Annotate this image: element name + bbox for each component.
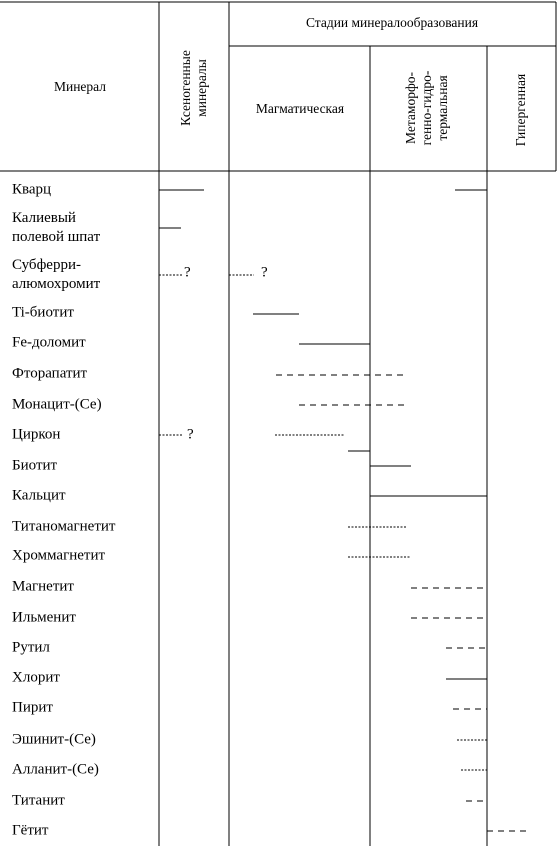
header-hypergenic: Гипергенная (513, 74, 528, 146)
header-metamorphic: генно-гидро- (419, 70, 434, 145)
mineral-name: Кварц (12, 181, 51, 197)
uncertain-mark: ? (261, 264, 268, 280)
mineral-name: Субферри- (12, 257, 81, 273)
header-xenogenic: минералы (194, 59, 209, 117)
header-stages: Стадии минералообразования (306, 15, 478, 30)
mineral-name: Магнетит (12, 578, 74, 594)
mineral-name: Ильменит (12, 609, 76, 625)
mineral-name: Эшинит-(Се) (12, 731, 96, 747)
mineral-name: Биотит (12, 457, 58, 473)
uncertain-mark: ? (184, 264, 191, 280)
header-mineral: Минерал (54, 79, 106, 94)
mineral-name: Гётит (12, 822, 49, 838)
mineral-name: Калиевый (12, 210, 76, 226)
header-metamorphic: термальная (435, 75, 450, 140)
mineral-name: Кальцит (12, 487, 66, 503)
mineral-name: алюмохромит (12, 276, 101, 292)
mineral-name: Хроммагнетит (12, 547, 106, 563)
mineral-name: Fe-доломит (12, 334, 86, 350)
mineral-name: Алланит-(Се) (12, 761, 99, 777)
mineral-name: Рутил (12, 639, 50, 655)
mineral-name: Циркон (12, 426, 60, 442)
mineral-name: Титанит (12, 792, 65, 808)
mineral-name: Ti-биотит (12, 304, 74, 320)
header-xenogenic: Ксеногенные (178, 50, 193, 126)
mineral-name: Титаномагнетит (12, 518, 116, 534)
header-magmatic: Магматическая (256, 101, 344, 116)
mineral-name: Пирит (12, 699, 53, 715)
mineral-name: Хлорит (12, 669, 60, 685)
header-metamorphic: Метаморфо- (403, 72, 418, 144)
mineral-name: Фторапатит (12, 365, 88, 381)
uncertain-mark: ? (187, 426, 194, 442)
mineral-name: Монацит-(Се) (12, 396, 102, 412)
mineral-name: полевой шпат (12, 229, 101, 245)
